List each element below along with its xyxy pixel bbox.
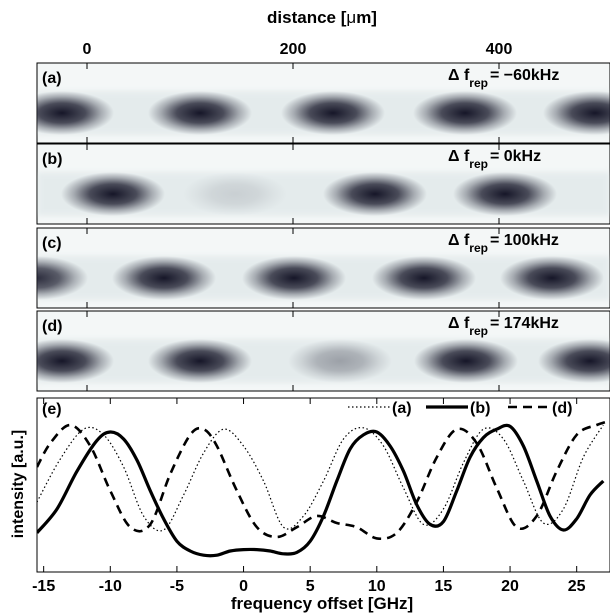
x-tick-label: 25	[568, 578, 586, 595]
delta-subscript: rep	[469, 241, 488, 255]
delta-symbol: Δ f	[448, 232, 470, 249]
legend-label: (a)	[392, 400, 412, 417]
fringe-panels: (a) Δ frep = −60kHz(b) Δ frep = 0kHz(c) Δ fre…	[36, 62, 610, 392]
fringe-spot	[323, 172, 427, 216]
x-tick-label: 15	[435, 578, 453, 595]
top-axis-unit-mu: μ	[346, 8, 356, 27]
fringe-panel-c: (c) Δ frep = 100kHz	[36, 227, 610, 309]
legend-label: (d)	[552, 400, 572, 417]
intensity-plot-frame	[36, 397, 610, 573]
fringe-spot	[37, 339, 114, 383]
fringe-spot	[37, 91, 114, 135]
delta-symbol: Δ f	[448, 315, 470, 332]
panel-frequency-label: Δ frep = 174kHz	[448, 315, 559, 338]
fringe-spot	[543, 91, 610, 135]
series-line-b	[37, 423, 605, 558]
fringe-spot	[288, 339, 392, 383]
x-tick-label: -15	[32, 578, 55, 595]
delta-value: = 174kHz	[490, 315, 559, 332]
fringe-spot	[112, 256, 216, 300]
panel-frequency-label: Δ frep = 0kHz	[448, 148, 541, 171]
intensity-plot: (e) (a) (b) (d) -15 -10 -5 0 5 10 15 20 25 frequen…	[10, 397, 610, 613]
fringe-spot	[148, 91, 252, 135]
x-tick-label: 5	[306, 578, 315, 595]
fringe-spot	[61, 172, 165, 216]
legend-label: (b)	[470, 400, 490, 417]
fringe-pattern	[37, 172, 610, 216]
delta-subscript: rep	[469, 76, 488, 90]
delta-symbol: Δ f	[448, 148, 470, 165]
top-axis-title: distance [μm]	[267, 8, 377, 27]
delta-value: = 100kHz	[490, 232, 559, 249]
fringe-spot	[538, 339, 610, 383]
delta-subscript: rep	[469, 324, 488, 338]
x-tick-label: -5	[170, 578, 184, 595]
delta-symbol: Δ f	[448, 67, 470, 84]
fringe-spot	[414, 339, 518, 383]
fringe-spot	[148, 339, 252, 383]
fringe-spot	[413, 91, 517, 135]
panel-e-tag: (e)	[42, 401, 62, 418]
fringe-spot	[372, 256, 476, 300]
panel-tag: (c)	[42, 235, 62, 252]
top-axis-label: distance [	[267, 8, 347, 27]
fringe-pattern	[37, 339, 610, 383]
fringe-spot	[37, 256, 88, 300]
delta-value: = −60kHz	[490, 67, 559, 84]
panel-frequency-label: Δ frep = 100kHz	[448, 232, 559, 255]
series-layer	[37, 419, 610, 558]
fringe-panel-d: (d) Δ frep = 174kHz	[36, 310, 610, 392]
legend: (a) (b) (d)	[348, 400, 572, 417]
y-axis-label: intensity [a.u.]	[10, 430, 27, 538]
panel-tag: (a)	[42, 70, 62, 87]
delta-subscript: rep	[469, 157, 488, 171]
fringe-spot	[242, 256, 346, 300]
fringe-panel-a: (a) Δ frep = −60kHz	[36, 62, 610, 144]
delta-value: = 0kHz	[490, 148, 541, 165]
top-axis-ticks: 0200400600	[83, 41, 513, 58]
fringe-pattern	[37, 256, 610, 300]
x-tick-label: 0	[239, 578, 248, 595]
fringe-spot	[453, 172, 557, 216]
panel-frequency-label: Δ frep = −60kHz	[448, 67, 559, 90]
x-tick-label: -10	[99, 578, 122, 595]
panel-tag: (d)	[42, 318, 62, 335]
top-tick-label: 400	[486, 41, 513, 58]
fringe-pattern	[37, 91, 610, 135]
x-axis-label: frequency offset [GHz]	[231, 594, 413, 613]
fringe-panel-b: (b) Δ frep = 0kHz	[36, 143, 610, 225]
x-axis-ticks: -15 -10 -5 0 5 10 15 20 25	[32, 398, 586, 595]
panel-tag: (b)	[42, 151, 62, 168]
fringe-spot	[500, 256, 604, 300]
fringe-spot	[281, 91, 385, 135]
x-tick-label: 10	[368, 578, 386, 595]
fringe-spot	[183, 172, 287, 216]
top-axis-unit-rest: m]	[356, 8, 377, 27]
x-tick-label: 20	[501, 578, 519, 595]
top-tick-label: 0	[83, 41, 92, 58]
top-tick-label: 200	[280, 41, 307, 58]
